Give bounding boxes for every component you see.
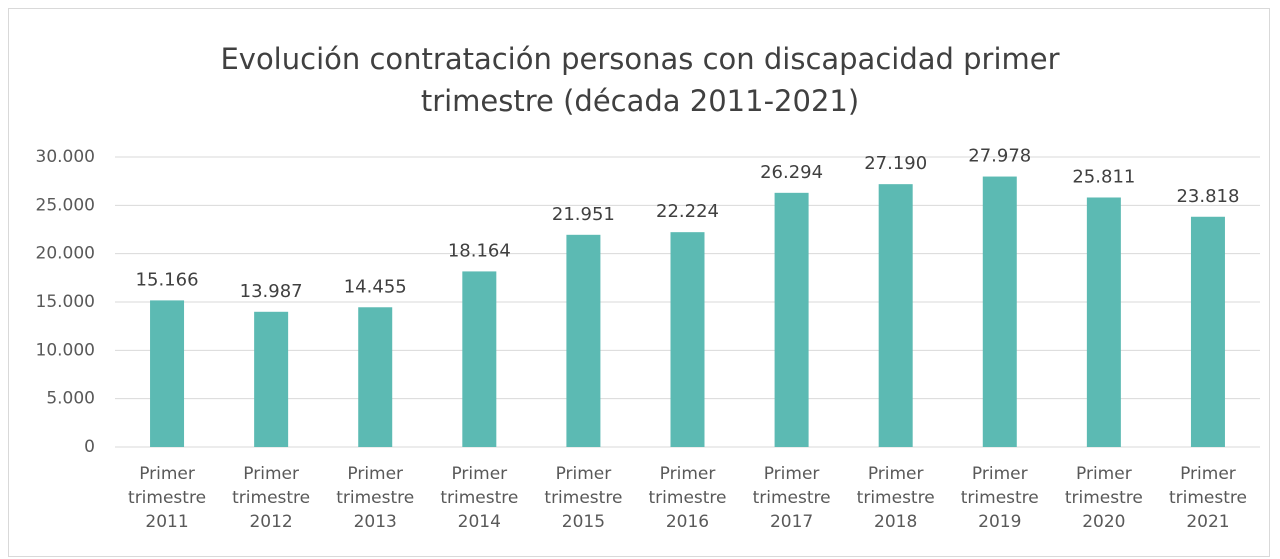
value-label: 18.164 (448, 240, 511, 261)
value-label: 25.811 (1072, 166, 1135, 187)
bar (254, 311, 289, 447)
bar (1086, 197, 1121, 447)
y-tick-label: 20.000 (36, 244, 95, 264)
x-tick-label: Primer trimestre 2012 (232, 464, 311, 532)
chart-title: Evolución contratación personas con disc… (220, 42, 1060, 118)
bar (878, 184, 913, 447)
value-label: 13.987 (240, 281, 303, 302)
y-tick-label: 25.000 (36, 195, 95, 215)
y-tick-label: 0 (84, 437, 95, 457)
value-label: 27.190 (864, 153, 927, 174)
y-tick-label: 15.000 (36, 292, 95, 312)
value-label: 21.951 (552, 204, 615, 225)
y-tick-label: 10.000 (36, 340, 95, 360)
bar (774, 192, 809, 447)
x-tick-label: Primer trimestre 2017 (752, 464, 831, 532)
y-tick-label: 30.000 (36, 147, 95, 167)
value-label: 27.978 (968, 146, 1031, 167)
value-label: 22.224 (656, 201, 719, 222)
x-tick-label: Primer trimestre 2020 (1064, 464, 1143, 532)
y-tick-label: 5.000 (46, 389, 95, 409)
value-label: 23.818 (1176, 186, 1239, 207)
value-label: 15.166 (136, 269, 199, 290)
bar (566, 234, 601, 447)
x-tick-label: Primer trimestre 2019 (960, 464, 1039, 532)
x-tick-label: Primer trimestre 2011 (128, 464, 207, 532)
x-tick-label: Primer trimestre 2014 (440, 464, 519, 532)
x-tick-label: Primer trimestre 2015 (544, 464, 623, 532)
x-tick-label: Primer trimestre 2018 (856, 464, 935, 532)
value-label: 26.294 (760, 162, 823, 183)
bar (358, 307, 393, 447)
bar (670, 232, 705, 447)
value-label: 14.455 (344, 276, 407, 297)
bar (462, 271, 497, 447)
chart-frame (8, 8, 1270, 557)
bar (150, 300, 185, 447)
x-tick-label: Primer trimestre 2021 (1168, 464, 1247, 532)
bar (982, 176, 1017, 447)
bar (1190, 216, 1225, 447)
x-tick-label: Primer trimestre 2013 (336, 464, 415, 532)
x-tick-label: Primer trimestre 2016 (648, 464, 727, 532)
